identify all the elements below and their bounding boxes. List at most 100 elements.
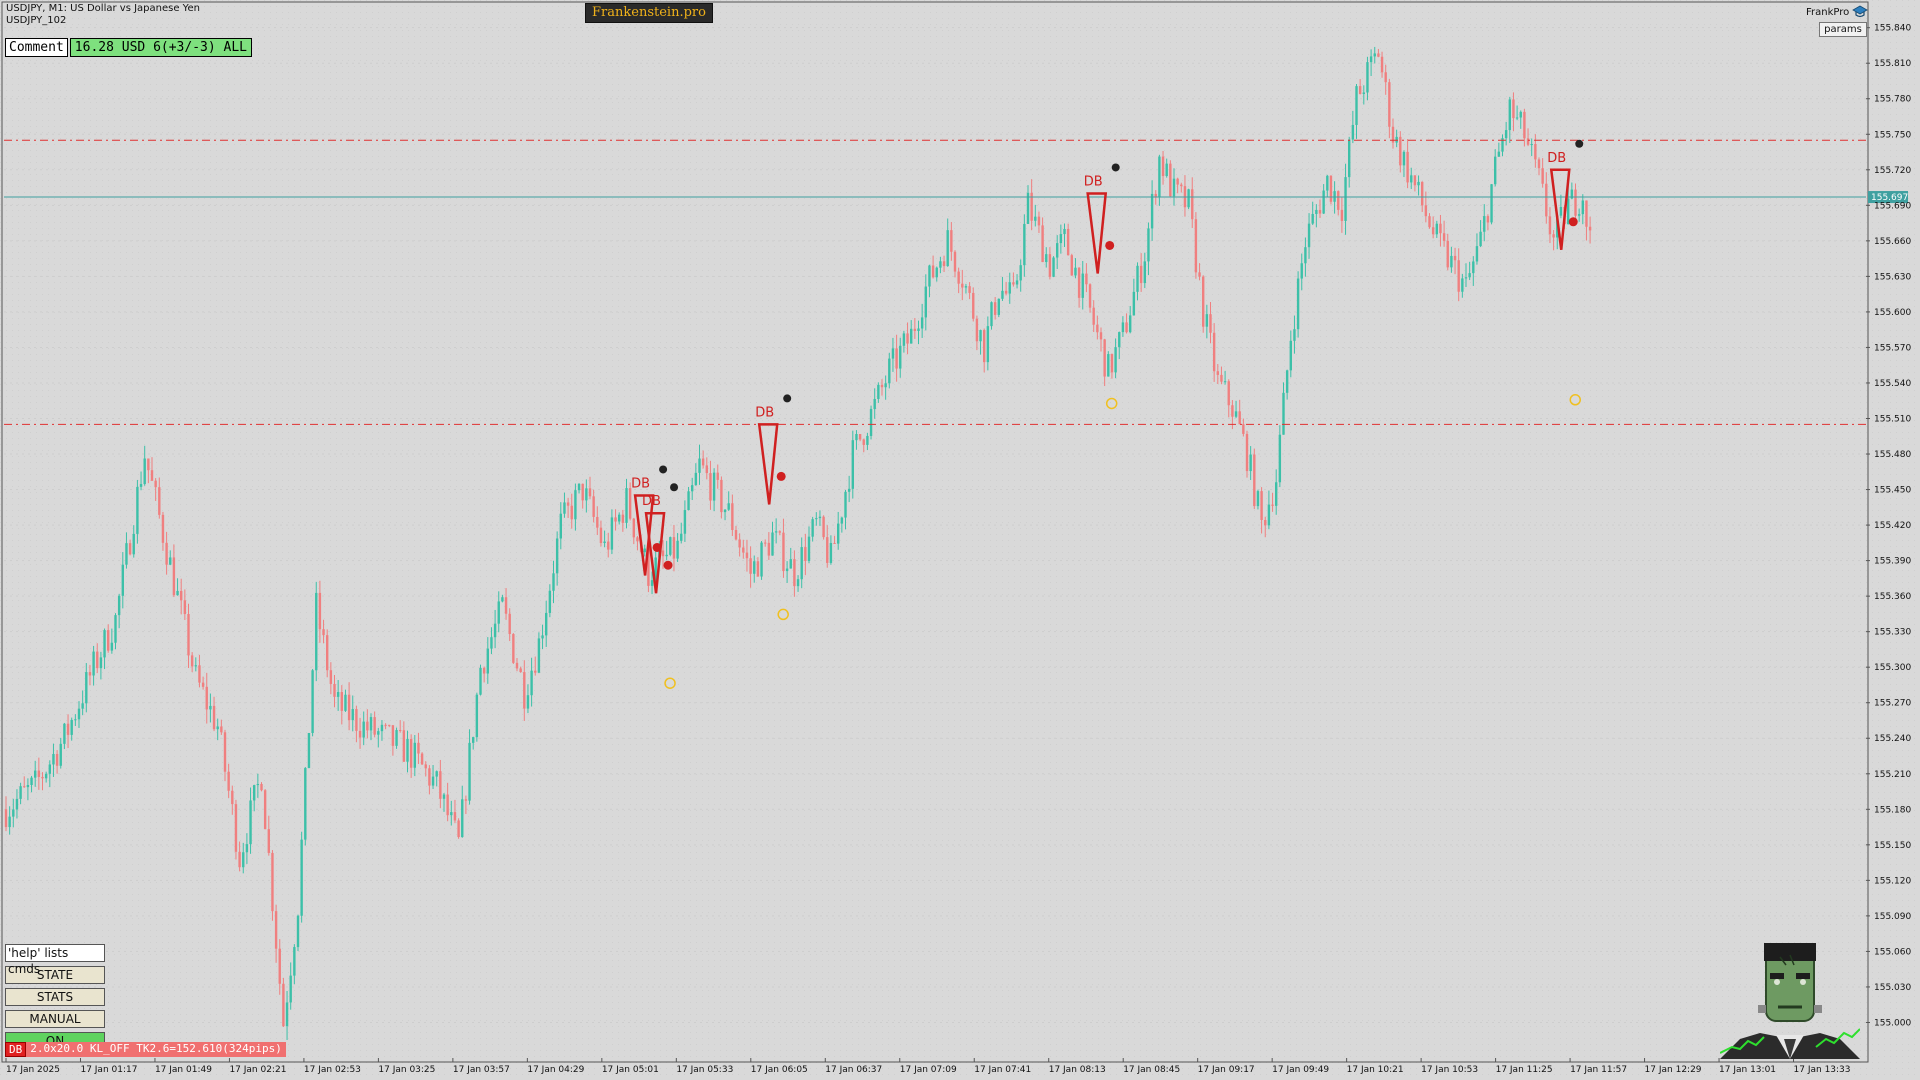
skull-icon — [1111, 163, 1120, 172]
strategy-status: DB 2.0x20.0 KL_OFF TK2.6=152.610(324pips… — [5, 1042, 286, 1057]
candle-body — [304, 768, 307, 840]
candle-body — [1399, 136, 1402, 166]
candle-body — [968, 286, 971, 293]
candle-body — [1304, 247, 1307, 264]
state-button[interactable]: STATE — [5, 966, 105, 984]
candle-body — [928, 265, 931, 287]
graduation-cap-icon[interactable] — [1852, 5, 1868, 19]
candle-body — [1088, 284, 1092, 308]
y-tick-label: 155.240 — [1874, 734, 1911, 744]
candle-body — [548, 590, 552, 613]
manual-button[interactable]: MANUAL — [5, 1010, 105, 1028]
y-tick-label: 155.450 — [1874, 486, 1911, 496]
candle-body — [745, 552, 749, 559]
candle-body — [964, 286, 968, 288]
x-tick-label: 17 Jan 11:57 — [1570, 1065, 1627, 1075]
candle-body — [683, 510, 687, 534]
candle-body — [1245, 433, 1249, 472]
y-tick-label: 155.600 — [1874, 308, 1911, 318]
y-tick-label: 155.510 — [1874, 414, 1911, 424]
candle-body — [847, 488, 851, 492]
candle-body — [873, 398, 876, 410]
candle-body — [52, 753, 55, 765]
candle-body — [380, 724, 384, 732]
candle-body — [972, 292, 975, 319]
candle-body — [1143, 261, 1146, 284]
db-exit-dot — [663, 560, 673, 570]
candle-body — [614, 517, 617, 522]
candle-body — [1234, 411, 1238, 417]
y-tick-label: 155.690 — [1874, 201, 1911, 211]
candle-body — [1118, 332, 1121, 348]
candle-body — [869, 409, 873, 436]
candle-body — [1253, 454, 1256, 507]
db-pattern-shape — [1549, 168, 1571, 250]
db-marker-label: DB — [642, 494, 661, 509]
candle-body — [811, 519, 814, 537]
candle-body — [851, 440, 854, 489]
candle-body — [793, 559, 796, 587]
plot-area — [1, 1, 1869, 1063]
y-tick-label: 155.810 — [1874, 59, 1911, 69]
db-exit-dot — [1105, 240, 1115, 250]
candle-body — [85, 672, 88, 704]
db-marker-label: DB — [631, 476, 650, 491]
candle-body — [1490, 184, 1493, 223]
candle-body — [402, 730, 406, 762]
skull-icon — [670, 483, 679, 492]
candle-body — [88, 672, 92, 676]
candle-body — [742, 547, 745, 553]
candle-body — [1453, 255, 1457, 261]
candle-body — [271, 852, 274, 912]
params-button[interactable]: params — [1819, 22, 1867, 37]
candle-body — [924, 286, 927, 318]
candle-body — [1169, 163, 1172, 197]
candle-body — [1534, 144, 1537, 160]
candle-body — [709, 473, 712, 501]
candle-body — [231, 790, 234, 805]
candle-body — [479, 667, 482, 695]
candle-body — [384, 724, 387, 726]
stats-button[interactable]: STATS — [5, 988, 105, 1006]
candle-body — [274, 911, 278, 949]
candle-body — [1019, 265, 1022, 281]
candle-body — [1391, 126, 1395, 143]
candle-body — [526, 695, 530, 709]
db-marker-label: DB — [1084, 174, 1103, 189]
candle-body — [366, 721, 369, 731]
candle-body — [329, 670, 333, 684]
brand-label[interactable]: Frankenstein.pro — [585, 3, 713, 23]
candle-body — [1227, 381, 1230, 406]
candle-body — [260, 784, 263, 791]
candle-body — [41, 776, 44, 779]
candle-body — [278, 948, 281, 984]
candle-body — [158, 487, 161, 515]
candle-body — [1362, 92, 1365, 94]
candle-body — [654, 557, 657, 581]
candle-body — [1238, 411, 1241, 425]
x-tick-label: 17 Jan 09:49 — [1272, 1065, 1329, 1075]
candle-body — [1077, 267, 1081, 298]
candle-body — [1267, 504, 1271, 526]
candle-body — [632, 518, 635, 538]
y-tick-label: 155.570 — [1874, 343, 1911, 353]
candle-body — [322, 629, 325, 636]
candle-body — [785, 568, 789, 572]
candle-body — [307, 732, 311, 769]
candle-body — [1242, 424, 1245, 434]
candle-body — [209, 705, 212, 710]
candle-body — [866, 435, 869, 445]
candle-body — [771, 532, 774, 556]
candle-body — [220, 726, 223, 733]
x-tick-label: 17 Jan 13:01 — [1719, 1065, 1776, 1075]
candle-body — [669, 537, 672, 555]
candle-body — [884, 383, 887, 388]
candle-body — [1377, 53, 1380, 57]
help-hint[interactable]: 'help' lists cmds — [5, 944, 105, 976]
candle-body — [428, 768, 431, 786]
candle-body — [1001, 290, 1004, 299]
candle-body — [399, 730, 402, 732]
candle-body — [1431, 227, 1435, 235]
candle-body — [1300, 263, 1303, 279]
